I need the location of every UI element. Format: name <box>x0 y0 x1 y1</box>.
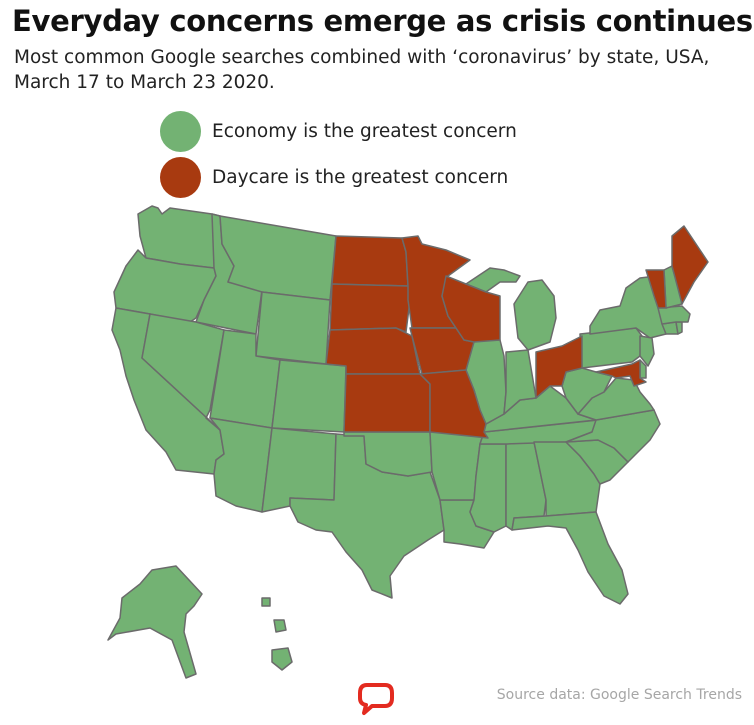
state-MO <box>419 369 489 439</box>
speech-bubble-logo-icon <box>358 683 394 715</box>
legend-swatch-daycare <box>160 156 201 198</box>
state-OH <box>535 335 583 399</box>
state-KS <box>343 373 431 433</box>
state-VT <box>645 269 667 309</box>
state-WI <box>441 275 501 343</box>
state-MI <box>465 267 557 351</box>
state-FL <box>511 511 629 605</box>
legend-item-economy: Economy is the greatest concern <box>160 108 517 154</box>
state-AK <box>107 565 203 679</box>
state-OR <box>113 249 217 323</box>
legend-label-economy: Economy is the greatest concern <box>212 120 517 142</box>
state-ME <box>671 225 709 305</box>
legend: Economy is the greatest concern Daycare … <box>160 108 517 200</box>
state-SD <box>329 283 411 333</box>
legend-item-daycare: Daycare is the greatest concern <box>160 154 517 200</box>
page-title: Everyday concerns emerge as crisis conti… <box>12 4 753 38</box>
page-subtitle: Most common Google searches combined wit… <box>14 47 710 93</box>
state-MD <box>595 359 647 387</box>
state-HI <box>261 597 293 671</box>
state-WV <box>561 367 613 415</box>
legend-swatch-economy <box>160 110 201 152</box>
state-NV <box>141 313 225 431</box>
state-NC <box>565 409 661 463</box>
us-states-map <box>107 205 709 679</box>
source-note: Source data: Google Search Trends <box>496 687 742 703</box>
legend-label-daycare: Daycare is the greatest concern <box>212 166 509 188</box>
state-MA <box>657 305 691 325</box>
state-WY <box>255 291 331 365</box>
state-ND <box>331 235 409 287</box>
state-CO <box>271 359 347 433</box>
state-NJ <box>639 335 655 367</box>
